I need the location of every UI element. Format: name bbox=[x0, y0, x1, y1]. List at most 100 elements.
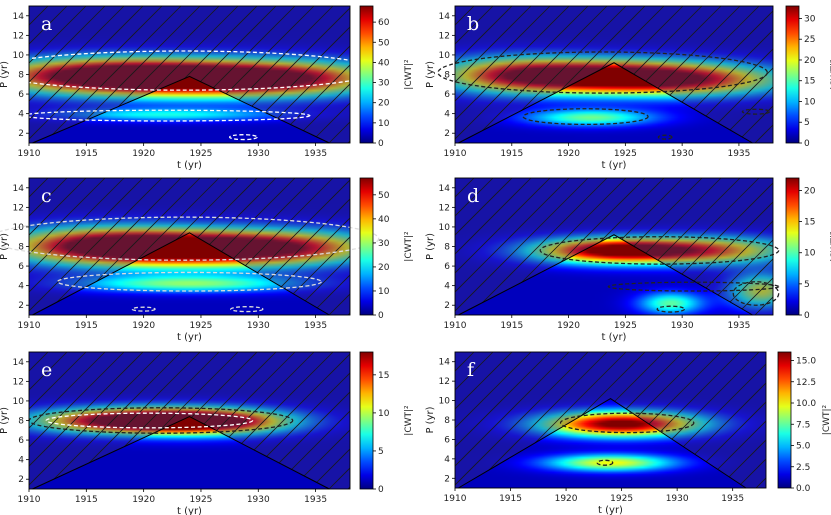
colorbar-tick-label: 0 bbox=[378, 311, 384, 321]
x-axis-label: t (yr) bbox=[602, 160, 627, 171]
x-tick-label: 1925 bbox=[614, 149, 637, 159]
y-tick-label: 2 bbox=[444, 301, 450, 311]
y-tick-label: 6 bbox=[18, 436, 24, 446]
x-tick-label: 1920 bbox=[132, 149, 155, 159]
colorbar-tick-label: 12.5 bbox=[796, 378, 816, 388]
colorbar-tick-label: 30 bbox=[378, 79, 390, 89]
significance-contour-a-0 bbox=[0, 50, 380, 91]
y-tick-label: 2 bbox=[18, 129, 24, 139]
y-tick-label: 6 bbox=[18, 90, 24, 100]
y-tick-label: 4 bbox=[444, 282, 450, 292]
y-tick-label: 6 bbox=[444, 262, 450, 272]
colorbar-tick-label: 5 bbox=[804, 118, 810, 128]
y-axis-label: P (yr) bbox=[0, 233, 10, 260]
colorbar-tick-label: 50 bbox=[378, 191, 390, 201]
y-tick-label: 12 bbox=[13, 203, 24, 213]
colorbar-tick-label: 10 bbox=[804, 249, 816, 259]
y-tick-label: 8 bbox=[444, 71, 450, 81]
y-tick-label: 4 bbox=[18, 282, 24, 292]
colorbar-tick-label: 15.0 bbox=[796, 357, 816, 367]
y-axis-label: P (yr) bbox=[425, 406, 436, 433]
colorbar-tick-label: 0 bbox=[378, 139, 384, 149]
x-tick-label: 1920 bbox=[557, 321, 580, 331]
heatmap-f bbox=[455, 352, 766, 488]
y-tick-label: 4 bbox=[444, 455, 450, 465]
colorbar-label: |CWT|² bbox=[404, 59, 414, 90]
significance-contour-a-1 bbox=[22, 109, 311, 122]
x-tick-label: 1915 bbox=[75, 495, 98, 505]
significance-contour-b-2 bbox=[741, 108, 771, 115]
colorbar-tick-label: 40 bbox=[378, 215, 390, 225]
y-axis-label: P (yr) bbox=[425, 61, 436, 88]
colorbar-tick-label: 10 bbox=[378, 119, 390, 129]
y-tick-label: 14 bbox=[13, 12, 25, 22]
y-tick-label: 10 bbox=[13, 223, 25, 233]
significance-contour-c-3 bbox=[131, 306, 156, 312]
x-axis-label: t (yr) bbox=[602, 332, 627, 343]
colorbar-tick-label: 15 bbox=[804, 77, 815, 87]
significance-contour-b-1 bbox=[522, 108, 649, 126]
x-tick-label: 1910 bbox=[444, 494, 467, 504]
significance-contour-b-3 bbox=[657, 134, 673, 140]
y-tick-label: 12 bbox=[439, 377, 450, 387]
significance-contour-d-0 bbox=[539, 236, 780, 265]
colorbar-tick-label: 40 bbox=[378, 58, 390, 68]
colorbar-tick-label: 5.0 bbox=[796, 442, 811, 452]
x-tick-label: 1915 bbox=[500, 321, 523, 331]
x-tick-label: 1910 bbox=[444, 149, 467, 159]
x-tick-label: 1930 bbox=[247, 149, 270, 159]
colorbar-tick-label: 30 bbox=[804, 14, 816, 24]
colorbar-tick-label: 2.5 bbox=[796, 463, 810, 473]
panel-b: b 1910 1915 1920 1925 1930 1935 t (yr) 2 4 6 8 10 12 1… bbox=[425, 5, 831, 171]
y-tick-label: 12 bbox=[13, 377, 24, 387]
coi-boundary-a bbox=[32, 75, 330, 144]
colorbar-tick-label: 15 bbox=[378, 371, 389, 381]
colorbar-tick-label: 20 bbox=[804, 186, 816, 196]
y-tick-label: 10 bbox=[439, 51, 451, 61]
x-tick-label: 1925 bbox=[610, 494, 633, 504]
significance-contour-f-1 bbox=[596, 459, 614, 466]
x-tick-label: 1910 bbox=[18, 495, 41, 505]
y-tick-label: 4 bbox=[18, 110, 24, 120]
y-tick-label: 12 bbox=[439, 203, 450, 213]
x-tick-label: 1935 bbox=[304, 495, 327, 505]
y-tick-label: 14 bbox=[439, 358, 451, 368]
significance-contour-a-2 bbox=[228, 134, 258, 141]
colorbar-tick-label: 5 bbox=[804, 280, 810, 290]
significance-contour-d-3 bbox=[656, 305, 686, 313]
y-tick-label: 8 bbox=[18, 71, 24, 81]
colorbar-tick-label: 50 bbox=[378, 38, 390, 48]
panel-label-e: e bbox=[41, 359, 52, 381]
coi-boundary-d bbox=[458, 234, 753, 316]
colorbar-b bbox=[785, 5, 800, 144]
y-tick-label: 8 bbox=[444, 243, 450, 253]
colorbar-tick-label: 60 bbox=[378, 18, 390, 28]
coi-hatch-a bbox=[29, 6, 350, 143]
colorbar-c bbox=[359, 177, 374, 316]
colorbar-tick-label: 0 bbox=[804, 311, 810, 321]
x-axis-label: t (yr) bbox=[177, 506, 202, 515]
x-tick-label: 1930 bbox=[671, 321, 694, 331]
colorbar-tick-label: 0 bbox=[804, 139, 810, 149]
y-tick-label: 10 bbox=[13, 397, 25, 407]
colorbar-e bbox=[359, 351, 374, 490]
x-axis-label: t (yr) bbox=[598, 505, 623, 515]
x-tick-label: 1935 bbox=[727, 149, 750, 159]
colorbar-label: |CWT|² bbox=[404, 231, 414, 262]
x-tick-label: 1925 bbox=[614, 321, 637, 331]
y-tick-label: 6 bbox=[444, 90, 450, 100]
y-tick-label: 8 bbox=[444, 416, 450, 426]
colorbar-d bbox=[785, 177, 800, 316]
y-tick-label: 14 bbox=[439, 12, 451, 22]
x-tick-label: 1930 bbox=[247, 321, 270, 331]
x-tick-label: 1915 bbox=[75, 321, 98, 331]
x-tick-label: 1915 bbox=[499, 494, 522, 504]
y-tick-label: 10 bbox=[439, 397, 451, 407]
significance-contour-c-2 bbox=[230, 306, 264, 313]
x-tick-label: 1935 bbox=[721, 494, 744, 504]
panel-c: c 1910 1915 1920 1925 1930 1935 t (yr) 2 4 6 8 10 12 1… bbox=[0, 177, 414, 343]
x-tick-label: 1935 bbox=[727, 321, 750, 331]
significance-contour-d-1 bbox=[607, 281, 780, 292]
y-tick-label: 6 bbox=[18, 262, 24, 272]
x-tick-label: 1920 bbox=[132, 321, 155, 331]
